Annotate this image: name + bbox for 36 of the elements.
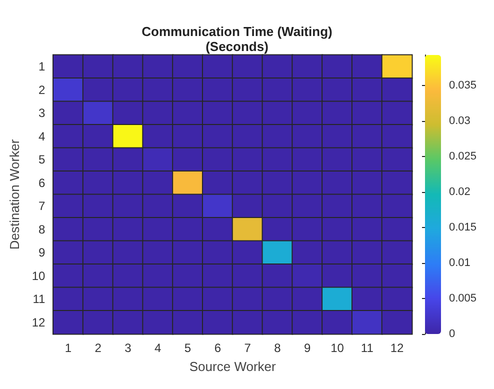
x-tick-label: 5 [184, 341, 192, 355]
chart-subtitle: (Seconds) [206, 39, 268, 54]
y-tick-label: 7 [38, 199, 46, 214]
y-tick-label: 12 [32, 315, 46, 330]
color-bar-label: 0.015 [449, 222, 477, 234]
x-tick-label: 3 [124, 341, 132, 355]
x-tick-label: 9 [304, 341, 312, 355]
x-tick-label: 7 [244, 341, 252, 355]
x-tick-label: 11 [360, 341, 374, 355]
x-tick-label: 2 [94, 341, 102, 355]
x-axis-title: Source Worker [189, 359, 277, 374]
y-tick-label: 6 [38, 176, 46, 190]
color-bar-label: 0.03 [449, 115, 470, 128]
color-bar-label: 0.035 [449, 80, 477, 92]
y-tick-label: 1 [38, 60, 46, 74]
color-bar-label: 0.02 [449, 186, 470, 198]
y-tick-label: 4 [38, 129, 46, 144]
x-tick-label: 12 [390, 341, 404, 355]
x-tick-label: 10 [330, 341, 344, 355]
color-bar-label: 0.025 [449, 150, 477, 163]
color-bar-label: 0.005 [449, 292, 477, 305]
x-tick-label: 6 [214, 341, 222, 355]
y-tick-label: 11 [32, 292, 46, 306]
y-tick-label: 2 [38, 82, 46, 97]
y-tick-label: 5 [38, 152, 46, 167]
x-tick-label: 8 [274, 341, 282, 355]
x-tick-label: 1 [64, 341, 72, 355]
y-tick-label: 8 [38, 222, 46, 236]
y-tick-label: 3 [38, 106, 46, 120]
chart-title: Communication Time (Waiting) [142, 24, 332, 39]
color-bar-label: 0.01 [449, 257, 470, 270]
y-axis-title: Destination Worker [7, 138, 22, 250]
y-tick-label: 10 [32, 268, 46, 283]
y-tick-label: 9 [38, 246, 46, 260]
color-bar-label: 0 [449, 328, 456, 340]
x-tick-label: 4 [154, 341, 162, 355]
